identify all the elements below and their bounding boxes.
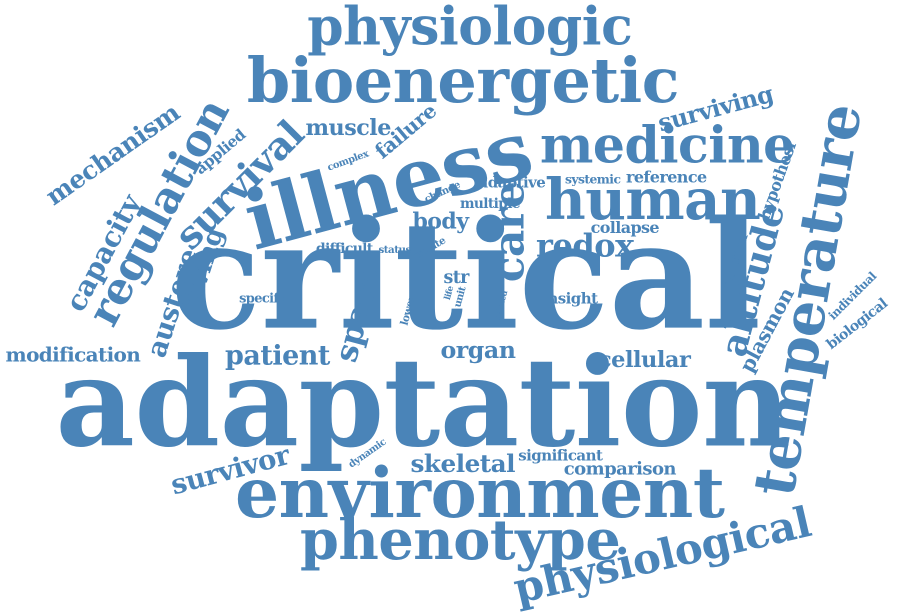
word-body: body <box>412 207 468 235</box>
word-critical: critical <box>170 188 761 364</box>
word-str: str <box>442 268 469 288</box>
word-physiologic: physiologic <box>307 0 633 57</box>
word-patient: patient <box>224 339 330 372</box>
word-medicine: medicine <box>539 115 795 175</box>
word-adaptation: adaptation <box>55 329 791 475</box>
word-reference: reference <box>625 168 707 188</box>
word-redox: redox <box>536 227 634 265</box>
word-bioenergetic: bioenergetic <box>246 44 679 118</box>
word-muscle: muscle <box>304 114 391 141</box>
word-human: human <box>545 167 761 233</box>
word-phenotype: phenotype <box>300 507 621 573</box>
word-comparison: comparison <box>563 457 677 480</box>
word-status: status <box>377 244 411 256</box>
word-cellular: cellular <box>597 346 691 374</box>
word-multiple: multiple <box>460 195 521 212</box>
word-significant: significant <box>518 446 603 465</box>
word-modification: modification <box>5 342 140 367</box>
word-environment: environment <box>234 451 725 534</box>
word-organ: organ <box>439 335 515 364</box>
word-insight: insight <box>542 289 598 308</box>
word-skeletal: skeletal <box>410 448 515 479</box>
word-systemic: systemic <box>564 171 621 187</box>
word-adaptive: adaptive <box>478 174 545 193</box>
word-specific: specific <box>238 291 290 306</box>
word-collapse: collapse <box>590 218 660 238</box>
word-difficult: difficult <box>315 241 373 257</box>
